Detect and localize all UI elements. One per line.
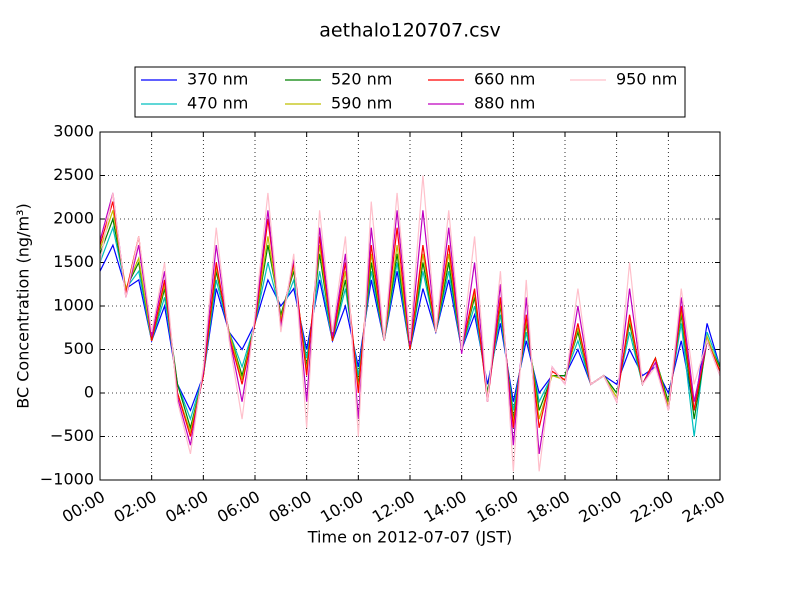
- legend-label: 590 nm: [331, 94, 392, 113]
- legend-label: 660 nm: [474, 70, 535, 89]
- legend-label: 370 nm: [187, 70, 248, 89]
- y-tick-label: 2500: [53, 165, 94, 184]
- legend-label: 950 nm: [616, 70, 677, 89]
- legend-label: 520 nm: [331, 70, 392, 89]
- y-tick-label: 2000: [53, 209, 94, 228]
- legend-label: 880 nm: [474, 94, 535, 113]
- x-axis-label: Time on 2012-07-07 (JST): [307, 528, 512, 547]
- y-tick-label: 0: [84, 383, 94, 402]
- y-tick-label: 1500: [53, 252, 94, 271]
- y-tick-label: −500: [50, 426, 94, 445]
- y-tick-label: 1000: [53, 296, 94, 315]
- legend-box: [134, 66, 686, 118]
- y-tick-label: 500: [63, 339, 94, 358]
- chart-title: aethalo120707.csv: [319, 20, 501, 42]
- plot-frame: [99, 131, 721, 481]
- y-axis-label: BC Concentration (ng/m³): [14, 203, 33, 408]
- y-tick-label: −1000: [40, 470, 94, 489]
- series-line: [100, 175, 720, 472]
- y-tick-label: 3000: [53, 122, 94, 141]
- legend-label: 470 nm: [187, 94, 248, 113]
